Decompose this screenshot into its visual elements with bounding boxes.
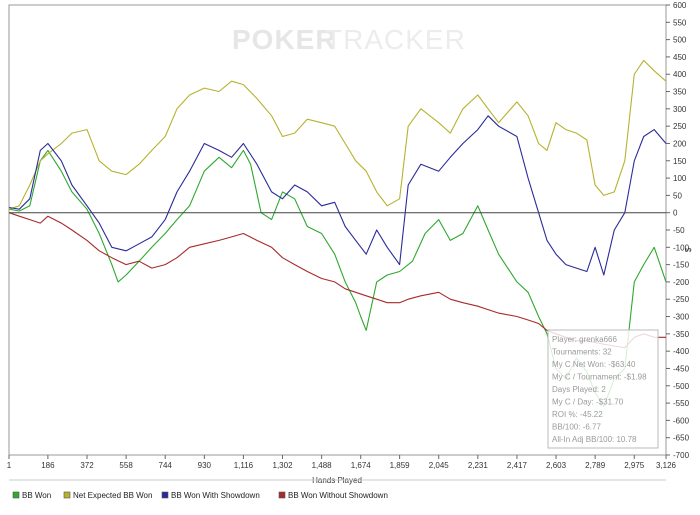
tooltip-line: BB/100: -6.77	[552, 423, 601, 432]
tooltip-lines: Player: grenka666 Tournaments: 32 My C Net…	[552, 335, 647, 444]
y-tick-label: -450	[673, 364, 690, 373]
watermark: POKER TRACKER	[232, 24, 466, 55]
y-tick-label: -600	[673, 416, 690, 425]
y-tick-label: 200	[673, 139, 687, 148]
y-tick-label: 550	[673, 18, 687, 27]
x-tick-label: 1	[7, 461, 12, 470]
x-tick-label: 1,302	[273, 461, 294, 470]
x-tick-label: 2,417	[507, 461, 528, 470]
x-tick-label: 1,116	[234, 461, 254, 470]
tooltip-line: All-In Adj BB/100: 10.78	[552, 435, 637, 444]
y-tick-label: -150	[673, 261, 690, 270]
x-tick-label: 1,859	[390, 461, 411, 470]
y-tick-label: -700	[673, 451, 690, 460]
y-tick-label: -100	[673, 243, 690, 252]
x-tick-label: 744	[159, 461, 173, 470]
y-tick-label: 400	[673, 70, 687, 79]
y-tick-label: -550	[673, 399, 690, 408]
x-tick-label: 1,674	[351, 461, 372, 470]
tooltip-line: Days Played: 2	[552, 385, 606, 394]
y-tick-label: -250	[673, 295, 690, 304]
x-tick-label: 2,231	[468, 461, 489, 470]
tooltip-line: My C / Tournament: -$1.98	[552, 373, 647, 382]
y-tick-label: 150	[673, 157, 687, 166]
legend-swatch	[161, 491, 169, 499]
y-tick-label: 500	[673, 36, 687, 45]
series-line-1	[8, 59, 667, 210]
y-tick-label: 0	[673, 209, 678, 218]
y-tick-label: 50	[673, 191, 682, 200]
y-tick-label: -400	[673, 347, 690, 356]
legend-swatch	[278, 491, 286, 499]
legend-label: BB Won With Showdown	[171, 491, 260, 500]
tooltip-line: ROI %: -45.22	[552, 410, 603, 419]
series-line-3	[8, 212, 666, 349]
tooltip-line: My C / Day: -$31.70	[552, 398, 624, 407]
y-tick-label: 350	[673, 88, 687, 97]
x-tick-label: 2,603	[546, 461, 567, 470]
legend-item[interactable]: BB Won With Showdown	[161, 491, 260, 500]
tooltip-line: Player: grenka666	[552, 335, 617, 344]
tooltip-box	[547, 329, 659, 449]
stats-tooltip: Player: grenka666 Tournaments: 32 My C Net…	[547, 329, 659, 449]
watermark-poker: POKER	[232, 24, 337, 55]
x-tick-label: 1,488	[312, 461, 333, 470]
legend-swatch	[63, 491, 71, 499]
y-tick-label: 100	[673, 174, 687, 183]
series-line-2	[8, 115, 667, 276]
x-tick-label: 372	[80, 461, 94, 470]
y-tick-label: 450	[673, 53, 687, 62]
legend-swatch	[12, 491, 20, 499]
y-tick-label: 300	[673, 105, 687, 114]
tooltip-line: My C Net Won: -$63.40	[552, 360, 636, 369]
watermark-tracker: TRACKER	[325, 24, 466, 55]
x-tick-label: 3,126	[656, 461, 677, 470]
x-tick-label: 2,975	[624, 461, 645, 470]
x-tick-label: 558	[119, 461, 133, 470]
y-tick-label: -50	[673, 226, 685, 235]
x-axis: 1 186 372 558 744 930 1,116 1,302 1,488 1,674 1,85…	[7, 455, 677, 470]
legend-label: Net Expected BB Won	[73, 491, 152, 500]
tooltip-line: Tournaments: 32	[552, 348, 612, 357]
y-tick-label: -300	[673, 313, 690, 322]
y-tick-label: 250	[673, 122, 687, 131]
y-tick-label: -650	[673, 434, 690, 443]
x-tick-label: 2,045	[429, 461, 450, 470]
y-tick-label: -200	[673, 278, 690, 287]
legend: BB Won Net Expected BB Won BB Won With Sho…	[12, 491, 388, 500]
y-axis: 600550500450400350300250200150100500-50-…	[666, 1, 690, 460]
y-axis-title: $	[684, 247, 693, 252]
legend-label: BB Won	[22, 491, 51, 500]
x-tick-label: 2,789	[585, 461, 606, 470]
legend-item[interactable]: BB Won Without Showdown	[278, 491, 388, 500]
x-tick-label: 186	[41, 461, 55, 470]
y-tick-label: 600	[673, 1, 687, 10]
legend-item[interactable]: BB Won	[12, 491, 51, 500]
legend-label: BB Won Without Showdown	[288, 491, 388, 500]
y-tick-label: -500	[673, 382, 690, 391]
legend-item[interactable]: Net Expected BB Won	[63, 491, 152, 500]
x-tick-label: 930	[198, 461, 212, 470]
y-tick-label: -350	[673, 330, 690, 339]
